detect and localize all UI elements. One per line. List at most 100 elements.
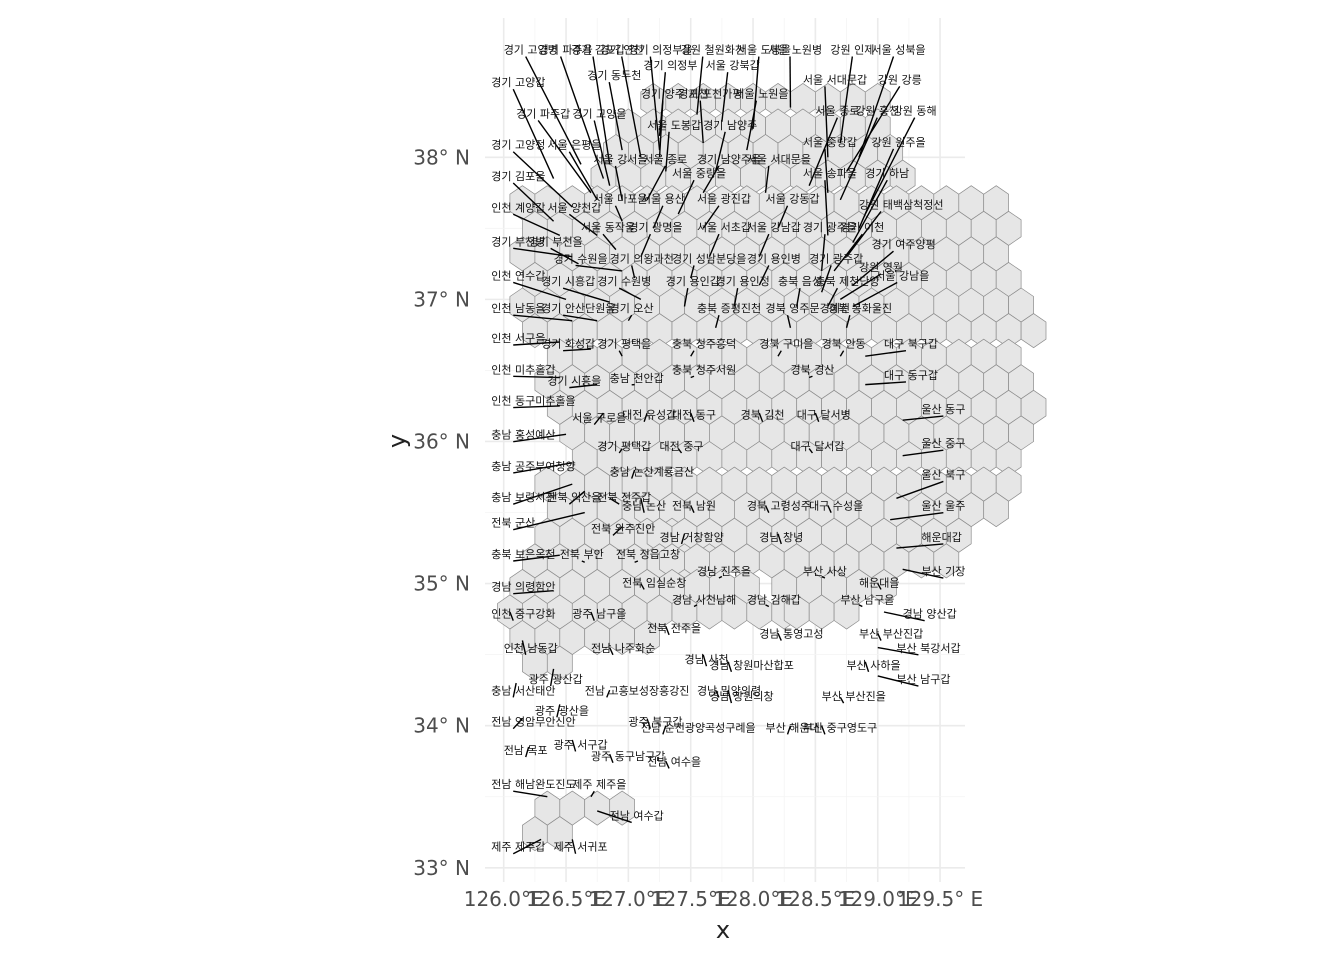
- label-leader-line: [758, 233, 770, 258]
- label-leader-line: [512, 718, 523, 730]
- district-label: 경기 시흥을: [547, 374, 601, 388]
- x-axis-title: x: [716, 916, 730, 944]
- label-leader-line: [525, 746, 530, 758]
- district-label: 서울 동작을: [581, 221, 635, 234]
- label-leader-line: [568, 490, 586, 505]
- district-label: 충북 증평진천: [697, 301, 761, 315]
- label-leader-line: [513, 790, 548, 798]
- district-label: 부산 기장: [921, 565, 965, 578]
- district-label: 충북 제천단양: [815, 274, 879, 288]
- label-leader-line: [693, 604, 698, 608]
- district-label: 강원 원주을: [871, 136, 925, 149]
- district-label: 부산 해운대: [766, 720, 820, 734]
- label-leader-line: [690, 375, 695, 379]
- district-label: 인천 남동을: [491, 301, 545, 315]
- label-leader-line: [649, 56, 661, 151]
- district-label: 서울 서초갑: [697, 221, 751, 234]
- district-hexagon: [933, 543, 960, 579]
- label-leader-line: [839, 350, 845, 357]
- district-hexagon: [634, 620, 660, 656]
- label-leader-line: [845, 314, 851, 328]
- label-leader-line: [764, 165, 770, 193]
- label-leader-line: [865, 349, 907, 357]
- district-label: 경기 화성갑: [541, 338, 595, 351]
- label-leader-line: [621, 56, 642, 158]
- district-label: 인천 계양갑: [491, 200, 545, 214]
- district-label: 울산 울주: [921, 500, 965, 513]
- label-leader-line: [608, 81, 623, 151]
- label-leader-line: [590, 611, 595, 621]
- hex-layer: [497, 82, 1047, 852]
- label-leader-line: [808, 375, 813, 379]
- label-leader-line: [513, 375, 560, 379]
- label-leader-line: [556, 704, 561, 718]
- label-leader-line: [640, 498, 645, 513]
- label-leader-line: [690, 350, 695, 357]
- label-leader-line: [559, 56, 605, 179]
- district-label: 경기 광주갑: [809, 252, 863, 265]
- y-axis-title: y: [383, 434, 411, 448]
- district-label: 경기 고양정: [491, 139, 545, 152]
- label-leader-line: [662, 725, 667, 735]
- district-label: 경기 성남분당을: [672, 252, 746, 265]
- label-leader-line: [593, 120, 611, 186]
- label-leader-line: [808, 117, 839, 186]
- label-leader-line: [708, 233, 720, 258]
- district-label: 충남 논산: [622, 500, 666, 513]
- label-leader-line: [512, 182, 555, 222]
- label-leader-line: [827, 287, 839, 307]
- y-tick-label: 38° N: [413, 145, 470, 169]
- district-label: 경기 의왕과천: [610, 251, 674, 265]
- district-label: 전북 전주갑: [597, 491, 651, 504]
- label-leader-line: [513, 483, 573, 505]
- district-label: 강원 태백삼척정선: [859, 198, 943, 211]
- x-tick-label: 128.5°E: [775, 887, 855, 911]
- label-leader-line: [677, 179, 695, 215]
- district-label: 충북 청주서원: [672, 363, 736, 376]
- label-leader-line: [824, 86, 829, 158]
- axis-layer: 126.0°E126.5°E127.0°E127.5°E128.0°E128.5…: [413, 145, 983, 911]
- district-label: 전남 순천광양곡성구례을: [641, 720, 756, 734]
- label-leader-line: [721, 72, 729, 122]
- district-label: 부산 북강서갑: [896, 642, 960, 655]
- district-label: 경남 창원의창: [709, 690, 773, 703]
- label-leader-line: [521, 640, 527, 655]
- label-leader-line: [646, 165, 666, 201]
- district-label: 경기 의정부을: [628, 44, 692, 57]
- district-label: 경기 고양갑: [491, 76, 545, 89]
- district-label: 서울 종로: [643, 153, 687, 166]
- district-label: 경기 연천: [600, 43, 644, 57]
- label-leader-line: [845, 85, 901, 172]
- district-label: 부산 남구갑: [896, 673, 950, 686]
- label-leader-line: [513, 589, 554, 595]
- district-label: 서울 구로을: [572, 412, 626, 425]
- district-hexagon: [833, 594, 860, 630]
- district-label: 경기 수원을: [554, 252, 608, 265]
- district-label: 강원 인제: [830, 44, 874, 57]
- label-leader-line: [833, 233, 863, 272]
- district-label: 전남 여수갑: [610, 809, 664, 822]
- label-leader-line: [683, 288, 689, 307]
- district-label: 울산 동구: [921, 403, 965, 416]
- district-label: 광주 남구을: [572, 608, 626, 621]
- district-label: 서울 은평을: [547, 139, 601, 152]
- district-label: 전남 해남완도진도: [491, 777, 575, 791]
- district-label: 전북 임실순창: [622, 576, 686, 589]
- district-label: 인천 중구강화: [491, 607, 555, 621]
- label-leader-line: [877, 633, 882, 641]
- label-leader-line: [864, 661, 870, 673]
- district-label: 경기 오산: [610, 302, 654, 315]
- district-label: 서울 강남을: [875, 269, 929, 282]
- label-leader-line: [631, 469, 636, 479]
- district-label: 광주 광산을: [535, 704, 589, 717]
- district-label: 전남 고흥보성장흥강진: [585, 683, 690, 697]
- label-leader-line: [827, 505, 832, 513]
- label-leader-line: [549, 668, 555, 687]
- district-label: 제주 제주갑: [491, 841, 545, 854]
- label-leader-line: [890, 511, 944, 521]
- district-label: 경북 안동: [822, 338, 866, 351]
- y-tick-label: 34° N: [413, 714, 470, 738]
- label-leader-line: [733, 288, 739, 307]
- district-label: 경기 양주 포천: [641, 87, 709, 101]
